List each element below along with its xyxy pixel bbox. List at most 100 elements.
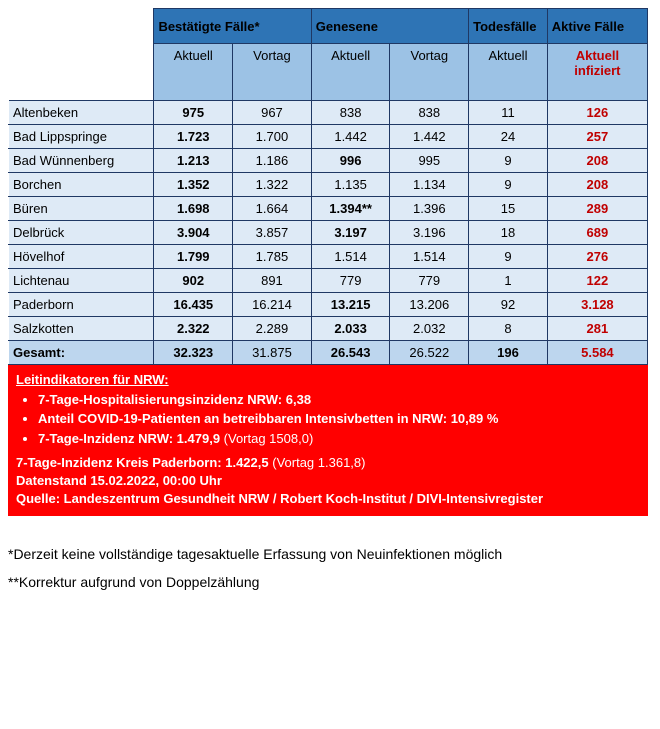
kreis-value: 7-Tage-Inzidenz Kreis Paderborn: 1.422,5 — [16, 455, 269, 470]
recovered-current: 1.394** — [311, 197, 390, 221]
total-active: 5.584 — [547, 341, 647, 365]
table-body: Altenbeken97596783883811126Bad Lippsprin… — [9, 101, 648, 365]
confirmed-prev: 891 — [233, 269, 312, 293]
recovered-current: 1.514 — [311, 245, 390, 269]
deaths-current: 9 — [469, 173, 548, 197]
active-current: 3.128 — [547, 293, 647, 317]
confirmed-prev: 1.700 — [233, 125, 312, 149]
municipality-name: Bad Lippspringe — [9, 125, 154, 149]
table-row: Büren1.6981.6641.394**1.39615289 — [9, 197, 648, 221]
confirmed-prev: 1.785 — [233, 245, 312, 269]
municipality-name: Salzkotten — [9, 317, 154, 341]
recovered-current: 1.135 — [311, 173, 390, 197]
recovered-prev: 1.514 — [390, 245, 469, 269]
confirmed-prev: 1.322 — [233, 173, 312, 197]
recovered-prev: 13.206 — [390, 293, 469, 317]
total-deaths: 196 — [469, 341, 548, 365]
confirmed-current: 975 — [154, 101, 233, 125]
deaths-current: 18 — [469, 221, 548, 245]
recovered-current: 2.033 — [311, 317, 390, 341]
table-row: Borchen1.3521.3221.1351.1349208 — [9, 173, 648, 197]
recovered-current: 13.215 — [311, 293, 390, 317]
recovered-prev: 1.134 — [390, 173, 469, 197]
recovered-current: 1.442 — [311, 125, 390, 149]
indicator-item: 7-Tage-Hospitalisierungsinzidenz NRW: 6,… — [38, 391, 640, 409]
total-row: Gesamt:32.32331.87526.54326.5221965.584 — [9, 341, 648, 365]
total-recovered-current: 26.543 — [311, 341, 390, 365]
confirmed-current: 1.352 — [154, 173, 233, 197]
empty-corner — [9, 9, 154, 44]
municipality-name: Hövelhof — [9, 245, 154, 269]
municipality-name: Borchen — [9, 173, 154, 197]
active-current: 289 — [547, 197, 647, 221]
total-label: Gesamt: — [9, 341, 154, 365]
indicators-list: 7-Tage-Hospitalisierungsinzidenz NRW: 6,… — [38, 391, 640, 448]
active-current: 208 — [547, 149, 647, 173]
recovered-prev: 3.196 — [390, 221, 469, 245]
sub-rec-cur: Aktuell — [311, 44, 390, 101]
hdr-active: Aktive Fälle — [547, 9, 647, 44]
active-current: 257 — [547, 125, 647, 149]
confirmed-prev: 1.186 — [233, 149, 312, 173]
recovered-current: 838 — [311, 101, 390, 125]
indicators-title: Leitindikatoren für NRW: — [16, 372, 169, 387]
confirmed-current: 1.723 — [154, 125, 233, 149]
confirmed-prev: 2.289 — [233, 317, 312, 341]
indicator-item: Anteil COVID-19-Patienten an betreibbare… — [38, 410, 640, 428]
municipality-name: Altenbeken — [9, 101, 154, 125]
active-current: 281 — [547, 317, 647, 341]
active-current: 122 — [547, 269, 647, 293]
footnote-2: **Korrektur aufgrund von Doppelzählung — [8, 568, 652, 596]
confirmed-prev: 967 — [233, 101, 312, 125]
recovered-prev: 2.032 — [390, 317, 469, 341]
footnotes: *Derzeit keine vollständige tagesaktuell… — [8, 540, 652, 596]
table-row: Paderborn16.43516.21413.21513.206923.128 — [9, 293, 648, 317]
recovered-prev: 838 — [390, 101, 469, 125]
deaths-current: 15 — [469, 197, 548, 221]
confirmed-current: 2.322 — [154, 317, 233, 341]
recovered-prev: 779 — [390, 269, 469, 293]
kreis-prev: (Vortag 1.361,8) — [269, 455, 366, 470]
municipality-name: Delbrück — [9, 221, 154, 245]
total-confirmed-prev: 31.875 — [233, 341, 312, 365]
confirmed-current: 1.698 — [154, 197, 233, 221]
empty-corner-2 — [9, 44, 154, 101]
sub-conf-cur: Aktuell — [154, 44, 233, 101]
kreis-incidence: 7-Tage-Inzidenz Kreis Paderborn: 1.422,5… — [16, 454, 640, 472]
confirmed-prev: 1.664 — [233, 197, 312, 221]
deaths-current: 11 — [469, 101, 548, 125]
deaths-current: 9 — [469, 245, 548, 269]
indicators-box: Leitindikatoren für NRW: 7-Tage-Hospital… — [8, 365, 648, 516]
confirmed-current: 1.213 — [154, 149, 233, 173]
sub-conf-prev: Vortag — [233, 44, 312, 101]
confirmed-current: 3.904 — [154, 221, 233, 245]
active-current: 208 — [547, 173, 647, 197]
header-row-1: Bestätigte Fälle* Genesene Todesfälle Ak… — [9, 9, 648, 44]
table-row: Lichtenau9028917797791122 — [9, 269, 648, 293]
confirmed-current: 16.435 — [154, 293, 233, 317]
confirmed-prev: 3.857 — [233, 221, 312, 245]
total-recovered-prev: 26.522 — [390, 341, 469, 365]
hdr-confirmed: Bestätigte Fälle* — [154, 9, 311, 44]
sub-rec-prev: Vortag — [390, 44, 469, 101]
quelle: Quelle: Landeszentrum Gesundheit NRW / R… — [16, 490, 640, 508]
recovered-prev: 1.396 — [390, 197, 469, 221]
table-row: Bad Lippspringe1.7231.7001.4421.44224257 — [9, 125, 648, 149]
recovered-prev: 995 — [390, 149, 469, 173]
indicator-item: 7-Tage-Inzidenz NRW: 1.479,9 (Vortag 150… — [38, 430, 640, 448]
confirmed-current: 902 — [154, 269, 233, 293]
header-row-2: Aktuell Vortag Aktuell Vortag Aktuell Ak… — [9, 44, 648, 101]
confirmed-prev: 16.214 — [233, 293, 312, 317]
confirmed-current: 1.799 — [154, 245, 233, 269]
sub-active: Aktuell infiziert — [547, 44, 647, 101]
deaths-current: 9 — [469, 149, 548, 173]
recovered-prev: 1.442 — [390, 125, 469, 149]
recovered-current: 996 — [311, 149, 390, 173]
recovered-current: 3.197 — [311, 221, 390, 245]
recovered-current: 779 — [311, 269, 390, 293]
municipality-name: Büren — [9, 197, 154, 221]
table-row: Hövelhof1.7991.7851.5141.5149276 — [9, 245, 648, 269]
datenstand: Datenstand 15.02.2022, 00:00 Uhr — [16, 472, 640, 490]
deaths-current: 24 — [469, 125, 548, 149]
covid-table: Bestätigte Fälle* Genesene Todesfälle Ak… — [8, 8, 648, 365]
